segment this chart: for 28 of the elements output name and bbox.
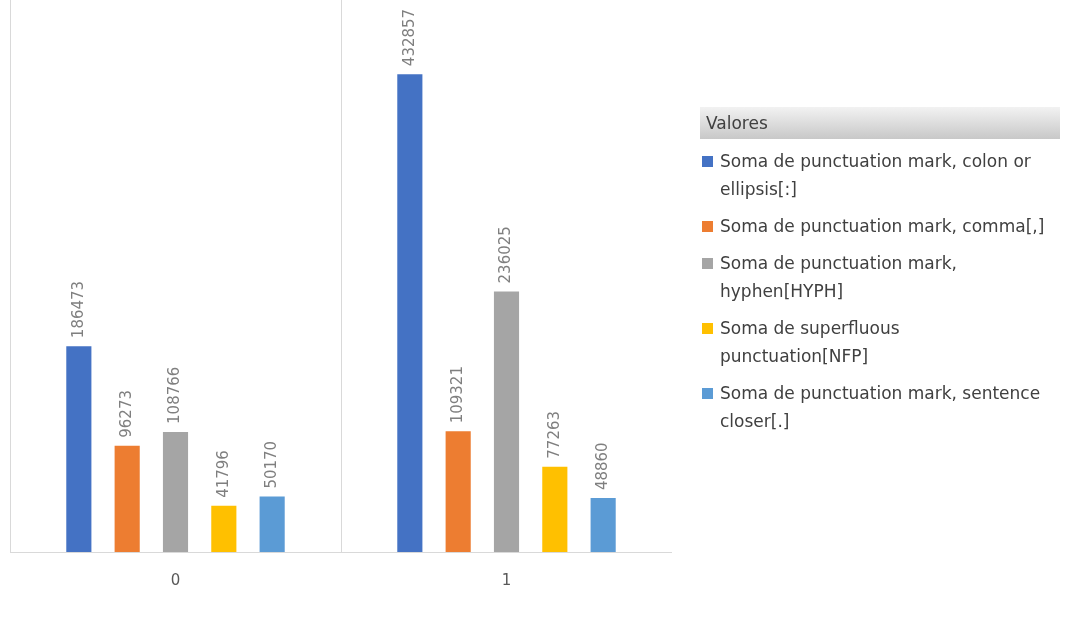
data-label: 109321 (448, 366, 467, 424)
bar (162, 431, 189, 552)
legend-label: Soma de punctuation mark, hyphen[HYPH] (720, 252, 958, 303)
data-label: 96273 (117, 390, 136, 438)
data-label: 432857 (399, 8, 418, 67)
bar (445, 431, 471, 552)
bar (114, 445, 140, 552)
legend-title: Valores (700, 107, 1060, 139)
data-label: 77263 (544, 410, 563, 459)
data-label: 50170 (262, 440, 281, 489)
data-label: 186473 (68, 280, 87, 339)
legend-label: Soma de punctuation mark, colon or ellipsis[:] (720, 150, 1032, 201)
x-tick-label: 0 (170, 570, 181, 589)
x-tick-label: 1 (501, 570, 512, 589)
bar (211, 505, 237, 552)
legend-label: Soma de punctuation mark, sentence closer[.] (720, 382, 1042, 433)
data-label: 108766 (165, 366, 184, 424)
bar (590, 498, 616, 552)
legend-label: Soma de punctuation mark, comma[,] (720, 215, 1046, 238)
bar (493, 291, 520, 552)
data-label: 41796 (213, 450, 232, 498)
bar (542, 466, 568, 552)
data-label: 48860 (593, 442, 612, 491)
bar (259, 496, 285, 552)
bar (397, 74, 423, 552)
bar (66, 346, 92, 552)
data-label: 236025 (496, 226, 515, 284)
legend-label: Soma de superfluous punctuation[NFP] (720, 317, 901, 368)
